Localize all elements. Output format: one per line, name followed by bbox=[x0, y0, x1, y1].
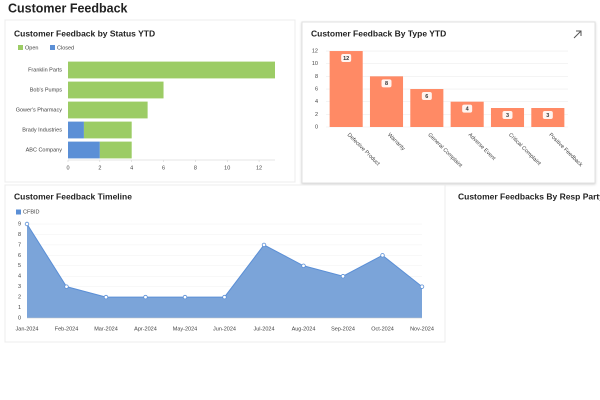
y-tick-label: 2 bbox=[18, 295, 21, 301]
bar bbox=[329, 51, 363, 127]
x-tick-label: 4 bbox=[130, 165, 133, 171]
panel bbox=[4, 19, 296, 183]
data-label: 3 bbox=[506, 113, 509, 119]
legend-swatch bbox=[50, 45, 55, 50]
bar-segment bbox=[68, 101, 148, 119]
y-tick-label: 6 bbox=[18, 253, 21, 259]
x-tick-label: Apr-2024 bbox=[134, 326, 157, 332]
y-tick-label: ABC Company bbox=[26, 147, 63, 153]
y-tick-label: 4 bbox=[315, 99, 318, 105]
point bbox=[380, 253, 385, 258]
bar-segment bbox=[68, 61, 275, 79]
x-tick-label: Oct-2024 bbox=[371, 326, 394, 332]
panel-clip: Customer Feedbacks By Resp Party bbox=[458, 191, 600, 201]
data-label-box bbox=[502, 111, 513, 120]
x-tick-label: 2 bbox=[98, 165, 101, 171]
legend-label: CFBID bbox=[23, 209, 40, 215]
point bbox=[143, 294, 148, 300]
legend-swatch bbox=[16, 209, 21, 215]
y-tick-label: 3 bbox=[18, 284, 21, 290]
x-tick-label: Jan-2024 bbox=[16, 326, 39, 332]
x-tick-label: May-2024 bbox=[173, 326, 197, 332]
point bbox=[24, 221, 30, 227]
data-label-box bbox=[381, 79, 392, 88]
y-tick-label: 2 bbox=[315, 112, 318, 118]
y-tick-label: 10 bbox=[312, 61, 318, 67]
x-tick-label: 6 bbox=[162, 165, 165, 171]
point bbox=[103, 294, 109, 300]
y-tick-label: 9 bbox=[18, 221, 21, 227]
y-tick-label: 0 bbox=[315, 124, 318, 130]
x-tick-label: Mar-2024 bbox=[94, 326, 118, 332]
y-tick-label: Gower's Pharmacy bbox=[16, 107, 63, 113]
x-tick-label: 0 bbox=[66, 165, 69, 171]
legend-label: Closed bbox=[57, 45, 74, 51]
data-label: 3 bbox=[546, 113, 549, 119]
data-label: 8 bbox=[385, 81, 388, 87]
bar-segment bbox=[68, 81, 164, 99]
x-tick-label: Jun-2024 bbox=[213, 326, 236, 332]
point bbox=[419, 284, 425, 289]
point bbox=[222, 294, 227, 300]
data-label-box bbox=[341, 54, 352, 63]
y-tick-label: 4 bbox=[18, 274, 21, 280]
y-tick-label: Bob's Pumps bbox=[30, 87, 62, 93]
bar-segment bbox=[83, 121, 132, 139]
x-tick-label: Aug-2024 bbox=[292, 326, 316, 332]
page-title: Customer Feedback bbox=[8, 1, 128, 15]
chart-title: Customer Feedback Timeline bbox=[14, 191, 132, 201]
point bbox=[340, 274, 346, 279]
y-tick-label: 7 bbox=[18, 242, 21, 248]
point bbox=[301, 263, 306, 268]
data-label-box bbox=[462, 104, 473, 113]
y-tick-label: 8 bbox=[315, 74, 318, 80]
x-tick-label: 8 bbox=[194, 165, 197, 171]
chart-title: Customer Feedback By Type YTD bbox=[311, 28, 446, 38]
y-tick-label: 0 bbox=[18, 315, 21, 321]
area bbox=[27, 224, 422, 318]
bar-segment bbox=[68, 141, 100, 159]
chart-title: Customer Feedbacks By Resp Party bbox=[458, 191, 600, 201]
x-tick-label: Nov-2024 bbox=[410, 326, 434, 332]
expand-icon[interactable] bbox=[573, 30, 582, 39]
point bbox=[182, 294, 188, 300]
bar-segment bbox=[68, 121, 84, 139]
y-tick-label: 12 bbox=[312, 48, 318, 54]
chart-title: Customer Feedback by Status YTD bbox=[14, 28, 155, 38]
x-tick-label: Jul-2024 bbox=[253, 326, 274, 332]
legend-label: Open bbox=[25, 45, 38, 51]
y-tick-label: 6 bbox=[315, 86, 318, 92]
bar-segment bbox=[99, 141, 132, 159]
y-tick-label: Franklin Parts bbox=[28, 67, 62, 73]
data-label-box bbox=[421, 92, 432, 101]
y-tick-label: Brady Industries bbox=[22, 127, 62, 133]
y-tick-label: 8 bbox=[18, 232, 21, 238]
x-tick-label: 12 bbox=[256, 165, 262, 171]
x-tick-label: 10 bbox=[224, 165, 230, 171]
point bbox=[261, 242, 267, 248]
data-label-box bbox=[542, 111, 553, 120]
y-tick-label: 5 bbox=[18, 263, 21, 269]
x-tick-label: Sep-2024 bbox=[331, 326, 355, 332]
y-tick-label: 1 bbox=[18, 305, 21, 311]
x-tick-label: Feb-2024 bbox=[55, 326, 79, 332]
legend-swatch bbox=[18, 45, 23, 50]
data-label: 4 bbox=[466, 106, 470, 112]
data-label: 12 bbox=[343, 56, 349, 62]
data-label: 6 bbox=[425, 94, 428, 100]
point bbox=[64, 284, 69, 289]
